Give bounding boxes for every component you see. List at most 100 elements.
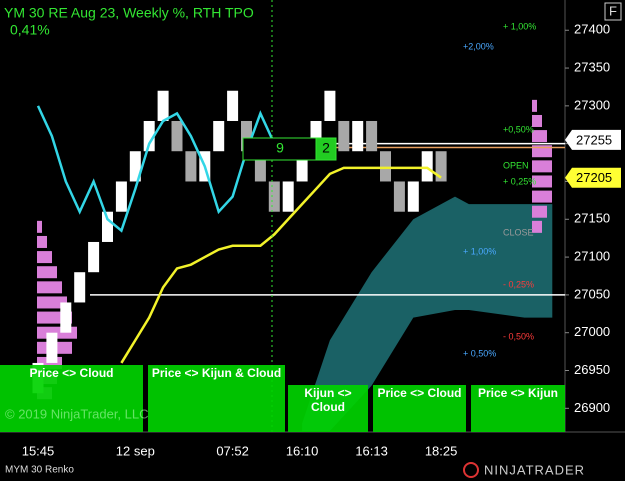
instrument: MYM 30 Renko bbox=[5, 465, 74, 476]
profile-bar bbox=[532, 130, 547, 143]
button-label[interactable]: Kijun <> Cloud bbox=[304, 386, 351, 414]
renko-brick bbox=[407, 181, 419, 212]
price-tag bbox=[565, 129, 621, 150]
renko-brick bbox=[60, 302, 72, 333]
profile-bar bbox=[532, 114, 542, 127]
x-tick-label: 16:10 bbox=[286, 443, 319, 458]
chart-subtitle: 0,41% bbox=[10, 22, 50, 38]
badge-box[interactable] bbox=[604, 2, 622, 21]
annotation: +2,00% bbox=[463, 41, 494, 51]
renko-brick bbox=[102, 211, 113, 242]
profile-bar bbox=[37, 266, 57, 279]
price-tag-label: 27205 bbox=[576, 170, 612, 185]
renko-brick bbox=[324, 90, 336, 121]
profile-bar bbox=[532, 205, 547, 218]
renko-brick bbox=[171, 120, 183, 152]
button-label-line[interactable]: Kijun <> bbox=[304, 386, 351, 400]
button[interactable] bbox=[0, 365, 143, 432]
renko-brick bbox=[157, 90, 169, 121]
profile-bar bbox=[37, 281, 62, 294]
annotation: + 1,00% bbox=[503, 21, 536, 31]
profile-bar bbox=[532, 220, 542, 233]
renko-brick bbox=[254, 151, 266, 182]
renko-brick bbox=[421, 151, 433, 182]
button-label-line[interactable]: Cloud bbox=[311, 400, 345, 414]
button-label[interactable]: Price <> Cloud bbox=[377, 386, 461, 400]
y-tick-label: 27000 bbox=[574, 324, 610, 339]
plot bbox=[32, 90, 565, 431]
renko-brick bbox=[393, 181, 405, 212]
annotation: + 1,00% bbox=[463, 246, 496, 256]
renko-brick bbox=[227, 90, 239, 121]
renko-brick bbox=[380, 151, 391, 182]
x-tick-label: 07:52 bbox=[216, 443, 249, 458]
renko-brick bbox=[282, 181, 294, 212]
renko-brick bbox=[241, 120, 252, 152]
renko-brick bbox=[129, 151, 141, 182]
brand: NINJATRADER bbox=[484, 462, 585, 477]
x-tick-label: 16:13 bbox=[355, 443, 388, 458]
annotation: OPEN bbox=[503, 160, 529, 170]
renko-brick bbox=[88, 241, 100, 273]
renko-brick bbox=[352, 120, 364, 152]
renko-brick bbox=[143, 120, 155, 152]
cloud bbox=[302, 196, 553, 431]
annotation: +0,50% bbox=[503, 124, 534, 134]
y-tick-label: 27350 bbox=[574, 59, 610, 74]
renko-brick bbox=[185, 151, 197, 182]
annotation: - 0,50% bbox=[503, 331, 534, 341]
y-tick-label: 27050 bbox=[574, 286, 610, 301]
renko-brick bbox=[74, 272, 86, 303]
profile-bar bbox=[37, 251, 52, 264]
x-tick-label: 12 sep bbox=[116, 443, 155, 458]
button[interactable] bbox=[471, 385, 565, 432]
profile-bar bbox=[37, 220, 42, 233]
button[interactable] bbox=[373, 385, 466, 432]
y-tick-label: 26900 bbox=[574, 400, 610, 415]
renko-brick bbox=[435, 151, 447, 182]
renko-brick bbox=[115, 181, 127, 212]
profile-bar bbox=[532, 145, 552, 158]
brand-logo bbox=[463, 462, 479, 478]
y-tick-label: 27400 bbox=[574, 22, 610, 37]
x-tick-label: 18:25 bbox=[425, 443, 458, 458]
profile-bar bbox=[532, 160, 552, 173]
watermark: © 2019 NinjaTrader, LLC bbox=[5, 406, 149, 421]
annotation: - 0,25% bbox=[503, 279, 534, 289]
button-label[interactable]: Price <> Cloud bbox=[29, 366, 113, 380]
price-tag bbox=[565, 167, 621, 188]
profile-bar bbox=[532, 99, 537, 112]
indicator-line bbox=[36, 105, 276, 233]
renko-brick bbox=[213, 120, 225, 152]
renko-brick bbox=[296, 151, 308, 182]
x-tick-label: 15:45 bbox=[22, 443, 55, 458]
y-tick-label: 27100 bbox=[574, 249, 610, 264]
renko-brick bbox=[46, 332, 58, 363]
counter-box bbox=[315, 137, 337, 161]
profile-bar bbox=[37, 235, 47, 248]
price-tag-label: 27255 bbox=[576, 132, 612, 147]
y-tick-label: 26950 bbox=[574, 362, 610, 377]
renko-brick bbox=[268, 181, 280, 212]
counter-value: 9 bbox=[276, 140, 284, 156]
profile-bar bbox=[37, 296, 67, 309]
annotation: + 0,50% bbox=[463, 348, 496, 358]
badge[interactable]: F bbox=[609, 3, 617, 18]
counter-value: 2 bbox=[322, 140, 330, 156]
y-tick-label: 27150 bbox=[574, 211, 610, 226]
renko-brick bbox=[366, 120, 378, 152]
indicator-line bbox=[120, 166, 442, 364]
annotation: CLOSE bbox=[503, 227, 534, 237]
chart-title: YM 30 RE Aug 23, Weekly %, RTH TPO bbox=[4, 5, 254, 21]
renko-brick bbox=[310, 120, 322, 152]
annotation: + 0,25% bbox=[503, 176, 536, 186]
renko-brick bbox=[338, 120, 350, 152]
button[interactable] bbox=[288, 385, 368, 432]
button-label[interactable]: Price <> Kijun & Cloud bbox=[152, 366, 281, 380]
button-label[interactable]: Price <> Kijun bbox=[478, 386, 558, 400]
button[interactable] bbox=[148, 365, 285, 432]
profile-bar bbox=[532, 190, 552, 203]
y-tick-label: 27300 bbox=[574, 97, 610, 112]
profile-bar bbox=[532, 175, 552, 188]
